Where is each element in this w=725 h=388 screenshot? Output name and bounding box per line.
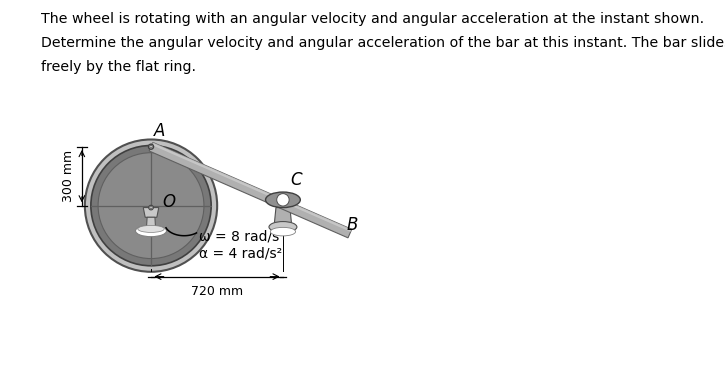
Ellipse shape — [138, 225, 164, 232]
Text: C: C — [290, 171, 302, 189]
Ellipse shape — [98, 153, 204, 258]
Ellipse shape — [269, 222, 297, 232]
Circle shape — [149, 144, 154, 149]
Text: ω = 8 rad/s: ω = 8 rad/s — [199, 230, 279, 244]
Polygon shape — [144, 208, 159, 217]
Text: freely by the flat ring.: freely by the flat ring. — [41, 60, 196, 74]
Circle shape — [277, 194, 289, 206]
Ellipse shape — [136, 225, 167, 237]
Circle shape — [150, 206, 152, 209]
Text: A: A — [154, 122, 165, 140]
Text: α = 4 rad/s²: α = 4 rad/s² — [199, 247, 282, 261]
Text: 300 mm: 300 mm — [62, 150, 75, 202]
Text: 720 mm: 720 mm — [191, 285, 243, 298]
Circle shape — [150, 146, 152, 148]
Polygon shape — [149, 142, 352, 238]
Polygon shape — [274, 208, 291, 223]
Text: The wheel is rotating with an angular velocity and angular acceleration at the i: The wheel is rotating with an angular ve… — [41, 12, 704, 26]
Polygon shape — [146, 217, 156, 231]
Text: O: O — [162, 193, 175, 211]
Polygon shape — [152, 142, 352, 232]
Ellipse shape — [270, 227, 296, 236]
Ellipse shape — [265, 192, 300, 208]
Text: B: B — [346, 216, 357, 234]
Text: Determine the angular velocity and angular acceleration of the bar at this insta: Determine the angular velocity and angul… — [41, 36, 725, 50]
Circle shape — [149, 205, 153, 210]
Ellipse shape — [91, 146, 211, 266]
Ellipse shape — [85, 140, 218, 272]
